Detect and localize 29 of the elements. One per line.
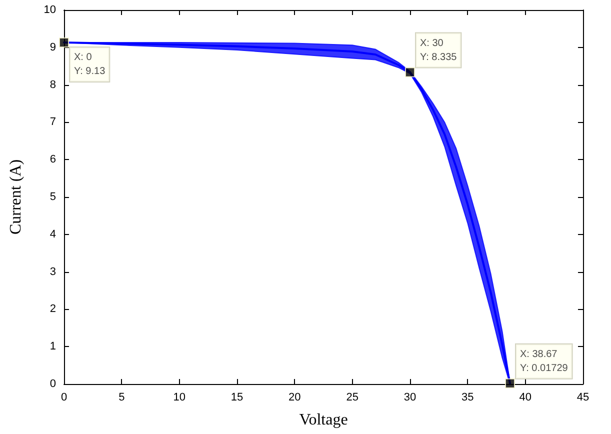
x-tick-label: 40 xyxy=(519,392,532,404)
annotation: X: 38.67 Y: 0.01729 xyxy=(520,348,568,374)
x-tick-label: 30 xyxy=(404,392,416,404)
annotation: X: 0 Y: 9.13 xyxy=(74,52,106,78)
y-tick-label: 6 xyxy=(50,154,56,166)
y-tick-label: 1 xyxy=(50,340,56,353)
point xyxy=(59,38,69,48)
x-tick-label: 35 xyxy=(462,392,474,404)
x-tick-label: 15 xyxy=(230,392,244,404)
x-tick-label: 20 xyxy=(288,392,301,404)
y-tick-label: 2 xyxy=(50,303,56,316)
y-tick-label: 7 xyxy=(50,116,56,128)
x-tick-label: 5 xyxy=(118,392,125,404)
y-tick-label: 10 xyxy=(44,4,56,16)
y-tick-label: 0 xyxy=(50,378,56,390)
x-tick-label: 45 xyxy=(576,392,590,404)
x-tick-label: 10 xyxy=(173,392,186,404)
y-tick-label: 4 xyxy=(50,228,56,240)
x-tick-label: 25 xyxy=(346,392,358,404)
y-tick-label: 5 xyxy=(50,191,56,203)
y-tick-label: 8 xyxy=(50,78,56,91)
y-tick-label: 3 xyxy=(50,266,56,278)
x-axis-title: Voltage xyxy=(299,412,348,428)
y-axis-title: Current (A) xyxy=(8,159,24,235)
point xyxy=(405,67,415,78)
point xyxy=(504,378,515,388)
x-tick-label: 0 xyxy=(60,392,68,404)
annotation: X: 30 Y: 8.335 xyxy=(420,38,458,63)
y-tick-label: 9 xyxy=(50,41,56,54)
